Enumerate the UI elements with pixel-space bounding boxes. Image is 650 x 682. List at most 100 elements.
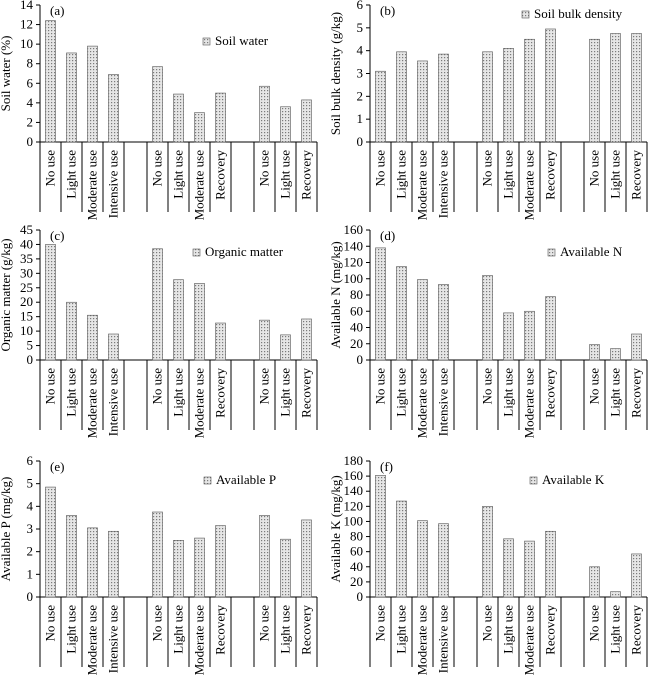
y-tick-label: 35 — [20, 251, 33, 266]
x-tick-label: No use — [480, 368, 495, 405]
bar-d-g3-2 — [610, 348, 621, 361]
bar-f-g3-3 — [631, 553, 642, 598]
bar-e-g2-3 — [194, 537, 205, 598]
bar-e-g1-2 — [66, 515, 77, 598]
bar-b-g2-1 — [482, 51, 493, 143]
x-tick-label: No use — [480, 605, 495, 642]
x-tick-label: Light use — [394, 605, 409, 654]
x-tick-label: Recovery — [543, 150, 558, 200]
y-tick-label: 0 — [357, 352, 364, 367]
x-tick-label: Light use — [501, 150, 516, 199]
bar-c-g3-3 — [301, 318, 312, 361]
y-tick-label: 60 — [350, 544, 363, 559]
x-tick-label: No use — [373, 368, 388, 405]
bar-e-g2-2 — [173, 540, 184, 598]
y-tick-label: 15 — [20, 309, 33, 324]
x-tick-label: No use — [150, 605, 165, 642]
panel-label: (c) — [50, 228, 64, 243]
x-tick-label: Light use — [608, 368, 623, 417]
legend-label: Organic matter — [205, 244, 284, 259]
y-tick-label: 60 — [350, 303, 363, 318]
bar-a-g2-1 — [152, 66, 163, 143]
x-tick-label: Intensive use — [106, 368, 121, 436]
bar-b-g2-2 — [503, 48, 514, 143]
x-tick-label: Light use — [278, 368, 293, 417]
x-tick-label: No use — [257, 150, 272, 187]
x-tick-label: Light use — [278, 605, 293, 654]
y-tick-label: 4 — [27, 498, 34, 513]
legend-swatch — [529, 476, 538, 485]
x-tick-label: No use — [587, 150, 602, 187]
x-tick-label: Light use — [171, 150, 186, 199]
x-tick-label: Light use — [64, 150, 79, 199]
bar-b-g1-3 — [417, 60, 428, 143]
x-tick-label: Light use — [501, 605, 516, 654]
x-tick-label: Intensive use — [436, 368, 451, 436]
bar-b-g3-1 — [589, 38, 600, 143]
bar-a-g2-2 — [173, 93, 184, 143]
y-tick-label: 5 — [27, 338, 34, 353]
bar-d-g1-1 — [375, 247, 386, 361]
panel-label: (e) — [50, 459, 64, 474]
legend-swatch — [203, 476, 212, 485]
bar-b-g1-1 — [375, 70, 386, 143]
x-tick-label: Recovery — [543, 368, 558, 418]
bar-a-g1-2 — [66, 52, 77, 143]
x-tick-label: Recovery — [213, 605, 228, 655]
bar-a-g1-3 — [87, 45, 98, 143]
bar-c-g1-3 — [87, 314, 98, 361]
x-tick-label: Recovery — [543, 605, 558, 655]
bar-f-g1-4 — [438, 523, 449, 598]
bar-f-g3-2 — [610, 591, 621, 598]
y-tick-label: 6 — [357, 0, 364, 12]
y-tick-label: 14 — [20, 0, 34, 12]
legend-label: Available N — [560, 244, 623, 259]
y-tick-label: 5 — [357, 20, 364, 35]
chart-panel-a: 0 2 4 6 8 10 12 14 Soil water (%) No use Light use… — [0, 0, 318, 221]
y-tick-label: 180 — [344, 453, 364, 468]
y-tick-label: 0 — [27, 134, 34, 149]
bar-a-g1-4 — [108, 74, 119, 143]
bar-e-g2-1 — [152, 511, 163, 598]
x-tick-label: Intensive use — [106, 605, 121, 673]
bar-e-g1-3 — [87, 527, 98, 598]
bar-c-g2-3 — [194, 283, 205, 361]
bar-f-g2-3 — [524, 540, 535, 598]
y-tick-label: 45 — [20, 222, 33, 237]
x-tick-label: Light use — [394, 368, 409, 417]
y-tick-label: 100 — [344, 271, 364, 286]
y-tick-label: 6 — [27, 453, 34, 468]
bar-f-g2-2 — [503, 538, 514, 598]
y-tick-label: 40 — [350, 320, 363, 335]
bar-d-g1-2 — [396, 266, 407, 361]
x-tick-label: Moderate use — [192, 150, 207, 221]
y-tick-label: 5 — [27, 476, 34, 491]
bar-e-g3-3 — [301, 519, 312, 598]
x-tick-label: No use — [150, 368, 165, 405]
y-axis-label: Organic matter (g/kg) — [0, 238, 13, 351]
panel-label: (a) — [50, 3, 64, 18]
bar-f-g1-1 — [375, 475, 386, 598]
bar-b-g1-4 — [438, 53, 449, 143]
legend-swatch — [202, 37, 211, 46]
bar-d-g1-4 — [438, 284, 449, 361]
y-tick-label: 0 — [27, 352, 34, 367]
bar-c-g1-1 — [45, 244, 56, 361]
y-tick-label: 40 — [350, 559, 363, 574]
x-tick-label: Light use — [608, 150, 623, 199]
y-tick-label: 160 — [344, 468, 364, 483]
x-tick-label: Light use — [171, 605, 186, 654]
x-tick-label: No use — [480, 150, 495, 187]
x-tick-label: Intensive use — [436, 150, 451, 218]
y-tick-label: 2 — [357, 88, 364, 103]
legend-label: Available P — [216, 472, 276, 487]
y-tick-label: 0 — [357, 134, 364, 149]
y-axis-label: Soil water (%) — [0, 36, 13, 112]
bar-e-g3-2 — [280, 538, 291, 598]
y-tick-label: 20 — [350, 336, 363, 351]
y-tick-label: 120 — [344, 255, 364, 270]
y-tick-label: 120 — [344, 498, 364, 513]
x-tick-label: Moderate use — [522, 368, 537, 439]
